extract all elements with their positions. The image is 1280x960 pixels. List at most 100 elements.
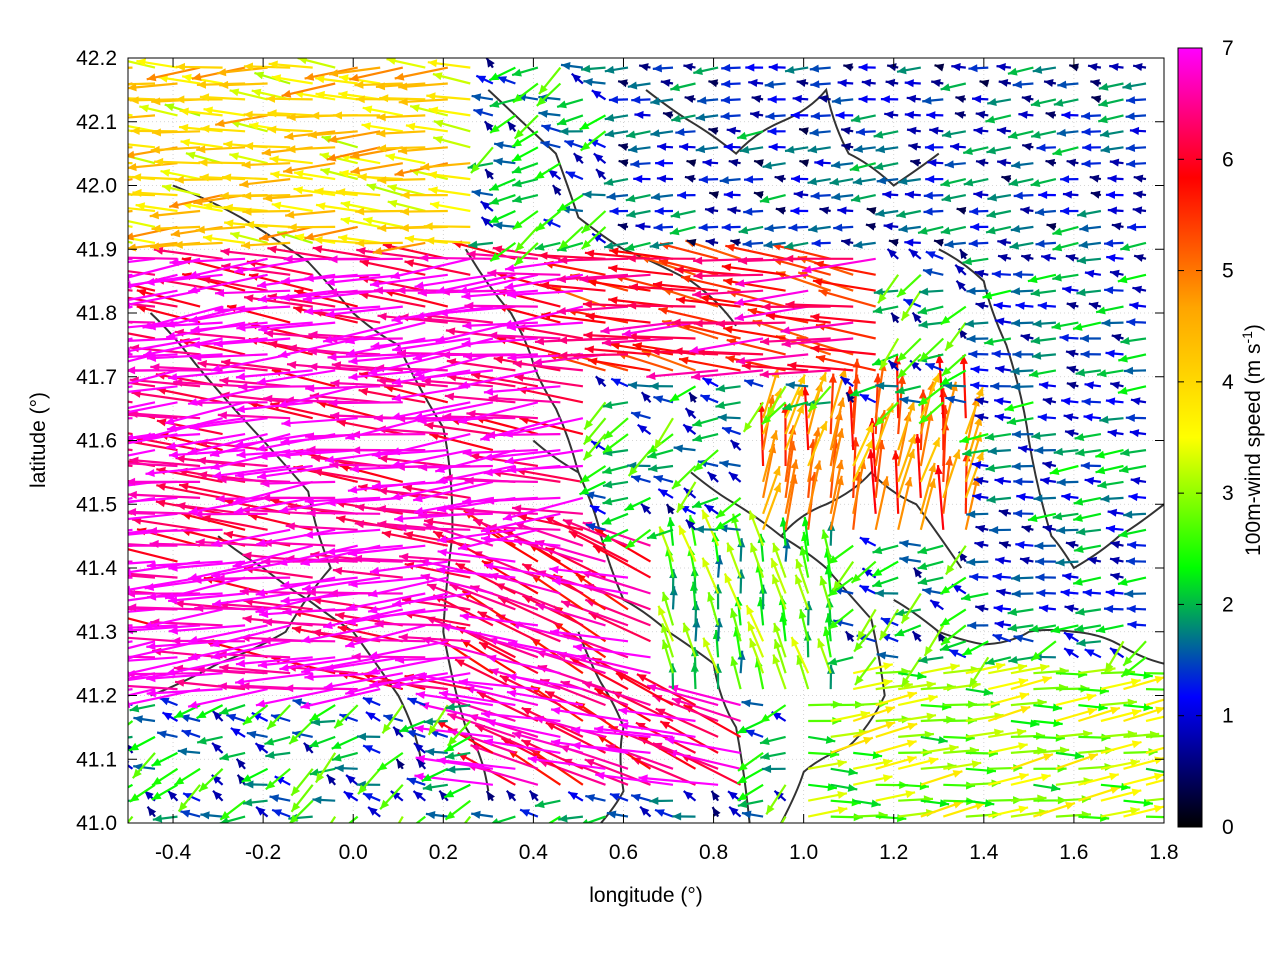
- wind-arrow: [745, 63, 764, 72]
- wind-arrow: [277, 544, 358, 566]
- wind-arrow: [1095, 624, 1124, 634]
- wind-arrow: [602, 433, 629, 454]
- wind-arrow: [1100, 806, 1140, 818]
- wind-arrow: [671, 465, 697, 490]
- wind-arrow: [819, 575, 832, 610]
- y-tick-label: 41.1: [76, 748, 117, 771]
- wind-arrow: [684, 407, 697, 419]
- wind-arrow: [827, 608, 854, 631]
- wind-arrow: [984, 337, 1012, 346]
- wind-arrow: [743, 207, 764, 216]
- wind-arrow: [1030, 336, 1057, 345]
- wind-arrow: [496, 75, 516, 85]
- wind-arrow: [656, 174, 674, 183]
- terrain-contour: [172, 184, 490, 792]
- wind-arrow: [128, 656, 133, 660]
- wind-arrow: [736, 783, 764, 802]
- wind-arrow: [168, 194, 223, 209]
- wind-arrow: [608, 95, 629, 104]
- wind-arrow: [400, 207, 448, 216]
- wind-arrow: [1052, 225, 1079, 236]
- wind-arrow: [284, 130, 336, 141]
- wind-arrow: [723, 325, 786, 340]
- wind-arrow: [723, 142, 741, 151]
- wind-arrow: [128, 511, 156, 515]
- wind-arrow: [810, 191, 831, 200]
- wind-arrow: [887, 359, 899, 372]
- wind-arrow: [593, 687, 652, 722]
- wind-arrow: [480, 710, 561, 723]
- wind-arrow: [1015, 540, 1034, 549]
- wind-arrow: [178, 482, 246, 499]
- wind-arrow: [1012, 350, 1034, 359]
- wind-arrow: [414, 724, 494, 738]
- wind-arrow: [720, 112, 741, 121]
- wind-arrow: [845, 391, 855, 403]
- wind-arrow: [128, 548, 178, 563]
- wind-arrow: [1055, 558, 1079, 567]
- wind-arrow: [350, 162, 403, 175]
- wind-arrow: [992, 633, 1012, 643]
- wind-arrow: [626, 254, 696, 263]
- wind-arrow: [1123, 772, 1164, 786]
- wind-arrow: [1064, 429, 1079, 438]
- wind-arrow: [1087, 556, 1102, 565]
- wind-arrow: [471, 93, 494, 102]
- wind-arrow: [989, 526, 1011, 535]
- wind-arrow: [256, 464, 336, 480]
- wind-arrow: [1145, 778, 1164, 786]
- wind-arrow: [282, 607, 358, 616]
- wind-arrow: [282, 162, 336, 175]
- wind-arrow: [942, 449, 961, 499]
- y-tick-label: 41.2: [76, 685, 117, 708]
- wind-arrow: [585, 312, 651, 324]
- wind-arrow: [1036, 143, 1056, 152]
- wind-arrow: [650, 347, 719, 356]
- wind-arrow: [1001, 175, 1012, 183]
- wind-arrow: [1051, 321, 1079, 330]
- wind-arrow: [662, 111, 674, 119]
- wind-arrow: [128, 385, 178, 393]
- wind-arrow: [1090, 79, 1102, 88]
- wind-arrow: [503, 417, 584, 438]
- wind-arrow: [631, 95, 651, 104]
- wind-arrow: [128, 337, 133, 341]
- wind-arrow: [1104, 286, 1124, 295]
- wind-arrow: [618, 143, 629, 151]
- colorbar-label-close: ): [1242, 324, 1265, 331]
- wind-arrow: [361, 122, 403, 133]
- wind-arrow: [859, 393, 877, 404]
- wind-arrow: [463, 815, 472, 823]
- wind-arrow: [606, 192, 629, 201]
- wind-arrow: [328, 66, 381, 78]
- wind-arrow: [934, 465, 945, 530]
- wind-arrow: [1105, 349, 1124, 358]
- wind-arrow: [145, 273, 223, 286]
- wind-arrow: [202, 234, 246, 244]
- wind-arrow: [604, 129, 629, 138]
- wind-arrow: [859, 536, 877, 547]
- colorbar-tick-label: 4: [1222, 371, 1234, 394]
- wind-arrow: [872, 305, 899, 314]
- wind-arrow: [725, 243, 786, 260]
- wind-arrow: [730, 656, 742, 690]
- wind-arrow: [338, 74, 381, 85]
- wind-arrow: [908, 248, 922, 260]
- wind-arrow: [1097, 114, 1124, 124]
- wind-arrow: [653, 223, 674, 232]
- wind-arrow: [432, 72, 471, 85]
- wind-arrow: [875, 209, 899, 218]
- wind-arrow: [128, 449, 156, 457]
- wind-arrow: [203, 106, 246, 117]
- wind-arrow: [128, 640, 156, 650]
- wind-arrow: [307, 130, 358, 139]
- wind-arrow: [1038, 604, 1057, 613]
- wind-arrow: [128, 672, 133, 675]
- wind-arrow: [427, 171, 471, 181]
- wind-arrow: [1087, 63, 1102, 71]
- wind-arrow: [327, 130, 381, 144]
- wind-arrow: [1060, 397, 1079, 406]
- wind-arrow: [991, 349, 1011, 358]
- wind-arrow: [962, 448, 989, 457]
- wind-arrow: [646, 684, 719, 707]
